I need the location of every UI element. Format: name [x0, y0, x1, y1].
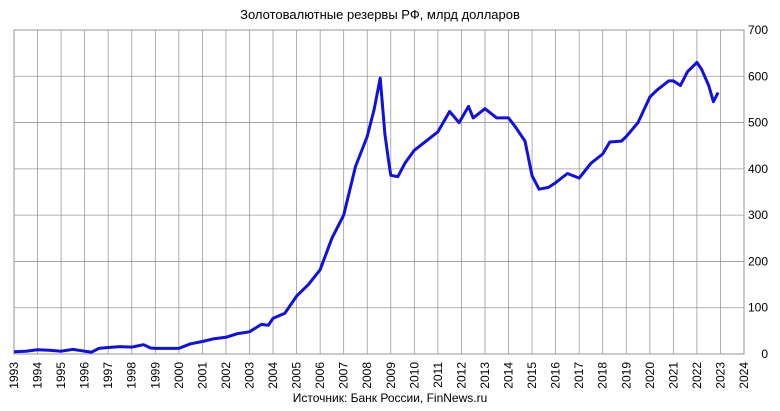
x-tick-label: 2006: [313, 362, 327, 389]
x-tick-label: 2019: [619, 362, 633, 389]
x-tick-label: 2001: [195, 362, 209, 389]
x-tick-label: 1998: [125, 362, 139, 389]
x-tick-label: 1996: [78, 362, 92, 389]
x-tick-label: 1999: [148, 362, 162, 389]
x-tick-label: 2002: [219, 362, 233, 389]
x-tick-label: 1995: [54, 362, 68, 389]
source-note: Источник: Банк России, FinNews.ru: [293, 391, 488, 405]
x-tick-label: 2015: [525, 362, 539, 389]
x-tick-label: 2023: [713, 362, 727, 389]
y-tick-label: 200: [748, 254, 768, 268]
x-tick-label: 2014: [502, 362, 516, 389]
y-tick-label: 500: [748, 116, 768, 130]
y-tick-label: 600: [748, 69, 768, 83]
x-tick-label: 2024: [737, 362, 751, 389]
y-tick-label: 300: [748, 208, 768, 222]
x-tick-label: 2009: [384, 362, 398, 389]
x-tick-label: 2000: [172, 362, 186, 389]
chart-title: Золотовалютные резервы РФ, млрд долларов: [240, 7, 520, 22]
x-tick-label: 2005: [290, 362, 304, 389]
x-tick-label: 2012: [454, 362, 468, 389]
x-tick-label: 2010: [407, 362, 421, 389]
x-tick-label: 2013: [478, 362, 492, 389]
y-tick-label: 400: [748, 162, 768, 176]
x-tick-label: 1993: [7, 362, 21, 389]
y-tick-label: 100: [748, 301, 768, 315]
x-tick-label: 1994: [31, 362, 45, 389]
x-tick-label: 2004: [266, 362, 280, 389]
x-tick-label: 2007: [337, 362, 351, 389]
x-tick-label: 2022: [690, 362, 704, 389]
x-tick-label: 2018: [596, 362, 610, 389]
x-tick-label: 2008: [360, 362, 374, 389]
y-tick-label: 700: [748, 23, 768, 37]
x-tick-label: 2016: [549, 362, 563, 389]
x-tick-label: 2017: [572, 362, 586, 389]
data-line: [13, 60, 720, 354]
x-tick-label: 1997: [101, 362, 115, 389]
x-tick-label: 2021: [666, 362, 680, 389]
x-tick-label: 2020: [643, 362, 657, 389]
y-tick-label: 0: [761, 347, 768, 361]
x-tick-label: 2011: [431, 362, 445, 388]
x-tick-label: 2003: [242, 362, 256, 389]
